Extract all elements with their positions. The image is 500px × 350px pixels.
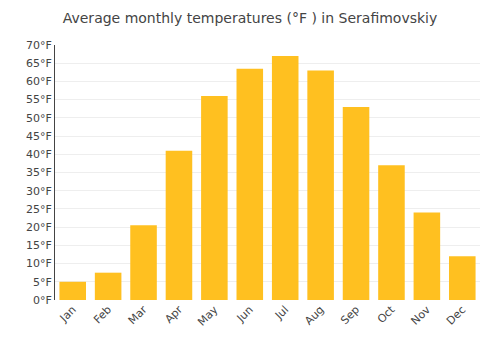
svg-text:55°F: 55°F xyxy=(26,93,52,106)
svg-text:5°F: 5°F xyxy=(33,276,52,289)
svg-text:60°F: 60°F xyxy=(26,75,52,88)
svg-text:Feb: Feb xyxy=(91,303,114,326)
svg-text:Sep: Sep xyxy=(338,303,362,327)
svg-text:Nov: Nov xyxy=(409,303,434,328)
svg-text:Jan: Jan xyxy=(57,303,79,325)
svg-text:25°F: 25°F xyxy=(26,203,52,216)
svg-text:15°F: 15°F xyxy=(26,239,52,252)
svg-text:May: May xyxy=(195,303,221,329)
svg-text:65°F: 65°F xyxy=(26,57,52,70)
svg-text:30°F: 30°F xyxy=(26,185,52,198)
svg-text:70°F: 70°F xyxy=(26,39,52,52)
svg-text:10°F: 10°F xyxy=(26,257,52,270)
svg-text:0°F: 0°F xyxy=(33,294,52,307)
svg-text:50°F: 50°F xyxy=(26,112,52,125)
svg-text:Aug: Aug xyxy=(302,303,326,327)
svg-text:Oct: Oct xyxy=(375,303,398,326)
svg-text:35°F: 35°F xyxy=(26,166,52,179)
svg-text:Jul: Jul xyxy=(272,303,291,322)
svg-text:Apr: Apr xyxy=(162,303,185,326)
svg-text:40°F: 40°F xyxy=(26,148,52,161)
svg-text:Jun: Jun xyxy=(234,303,256,325)
svg-text:Mar: Mar xyxy=(126,303,150,327)
svg-text:Average monthly temperatures (: Average monthly temperatures (°F ) in Se… xyxy=(63,10,438,26)
svg-text:45°F: 45°F xyxy=(26,130,52,143)
svg-text:Dec: Dec xyxy=(444,303,468,327)
svg-text:20°F: 20°F xyxy=(26,221,52,234)
